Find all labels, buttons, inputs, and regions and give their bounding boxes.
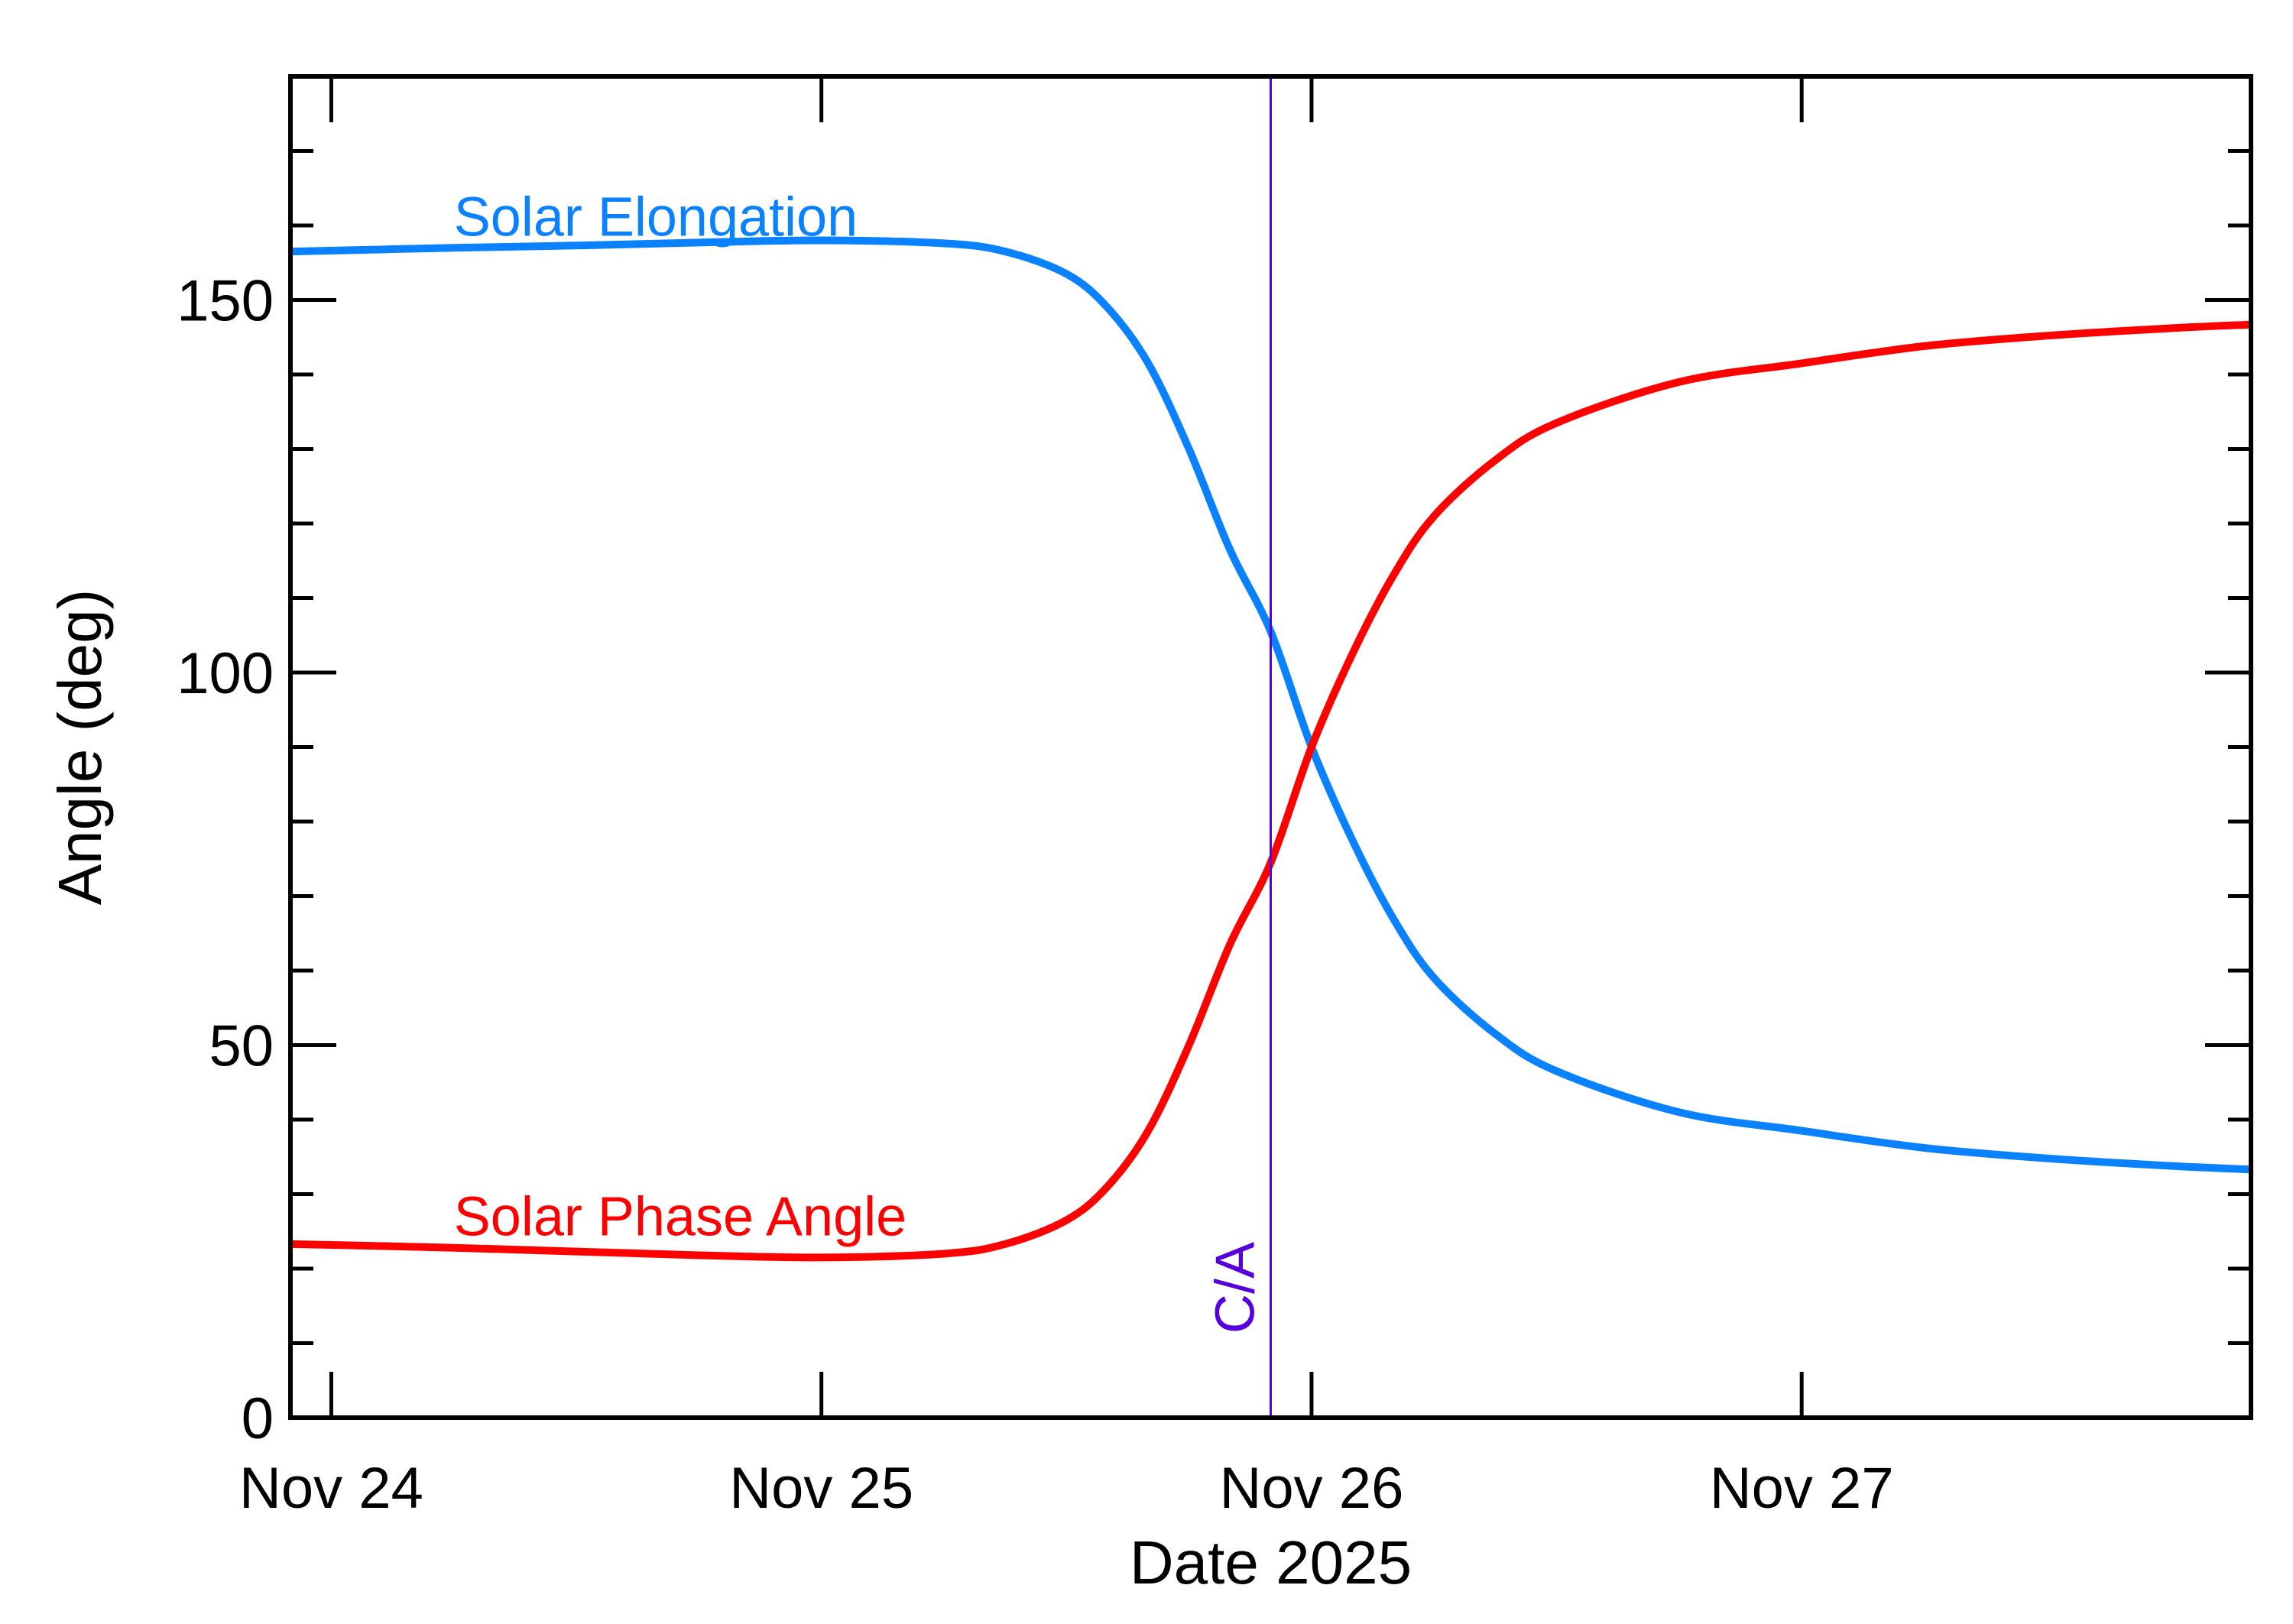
y-tick-label: 50	[209, 1014, 274, 1079]
y-tick-label: 150	[177, 269, 274, 334]
y-tick-label: 0	[242, 1386, 274, 1451]
x-tick-label: Nov 24	[239, 1456, 423, 1521]
x-tick-label: Nov 26	[1220, 1456, 1404, 1521]
tick-labels: 0 50 100 150 Nov 24 Nov 25 Nov 26 Nov 27	[177, 269, 1893, 1522]
plot-frame	[288, 74, 2253, 1420]
solar-elongation-label: Solar Elongation	[454, 186, 858, 248]
solar-elongation-line	[290, 236, 2252, 1174]
close-approach-marker: C/A	[1205, 76, 1272, 1418]
x-axis-title: Date 2025	[1130, 1528, 1412, 1596]
close-approach-label: C/A	[1205, 1242, 1267, 1334]
y-tick-label: 100	[177, 641, 274, 706]
x-tick-label: Nov 25	[729, 1456, 913, 1521]
x-tick-label: Nov 27	[1710, 1456, 1894, 1521]
y-axis-title: Angle (deg)	[46, 589, 114, 906]
solar-phase-angle-label: Solar Phase Angle	[454, 1187, 906, 1248]
solar-phase-angle-line	[290, 320, 2252, 1262]
series-lines: Solar Elongation Solar Phase Angle	[290, 186, 2252, 1262]
